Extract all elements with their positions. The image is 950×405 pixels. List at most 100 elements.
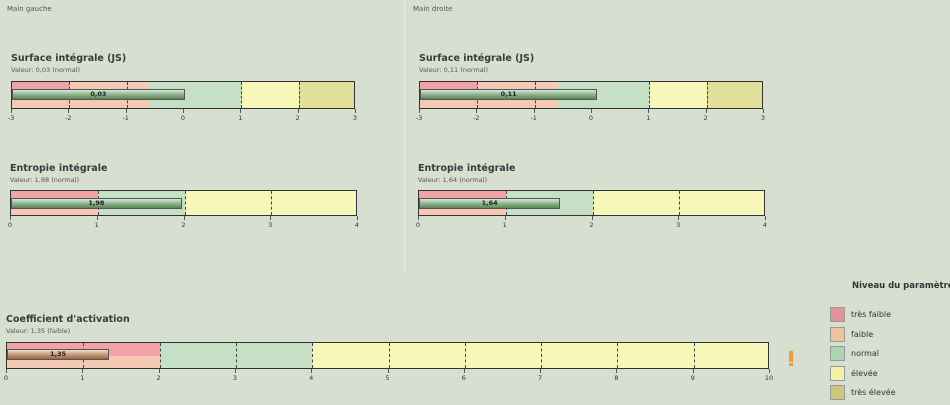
legend-label: faible: [851, 330, 874, 339]
zone-boundary: [159, 343, 161, 368]
axis-tick: [297, 109, 299, 113]
axis-tick-label: 1: [80, 374, 85, 382]
gauge-entropy-left: Entropie intégrale Valeur: 1,98 (normal) 1…: [7, 163, 360, 236]
axis-tick-label: 2: [156, 374, 161, 382]
axis-tick: [234, 369, 236, 373]
gauge-value-text: Valeur: 1,35 (faible): [6, 327, 71, 335]
axis-tick-label: 2: [181, 221, 186, 229]
axis-tick: [692, 369, 694, 373]
axis-tick-label: 4: [762, 221, 768, 229]
gauge-title: Entropie intégrale: [10, 163, 108, 174]
axis-tick: [476, 109, 478, 113]
axis-tick: [158, 369, 160, 373]
axis-tick: [678, 216, 680, 220]
legend-label: élevée: [851, 369, 878, 378]
legend-swatch: [830, 307, 845, 322]
axis-tick-label: 1: [238, 114, 243, 122]
axis-tick: [419, 109, 420, 113]
zone-high: [592, 191, 764, 215]
axis-tick-label: 8: [614, 374, 619, 382]
axis-tick-label: 1: [646, 114, 651, 122]
axis-tick-label: 10: [764, 374, 774, 382]
axis-tick-label: 4: [354, 221, 360, 229]
axis-tick-label: -2: [473, 114, 480, 122]
legend-label: très élevée: [851, 388, 896, 397]
axis-tick: [463, 369, 465, 373]
axis-tick: [82, 369, 84, 373]
zone-boundary: [649, 82, 651, 108]
axis-tick-label: 3: [232, 374, 237, 382]
axis-tick-label: -1: [122, 114, 129, 122]
gauge-value-bar: 1,64: [419, 198, 561, 209]
axis-tick: [591, 216, 593, 220]
zone-high: [241, 82, 299, 108]
grid-line: [271, 191, 273, 215]
gauge-value-text: Valeur: 0,03 (normal): [11, 66, 81, 74]
gauge-title: Surface intégrale (JS): [11, 53, 127, 64]
grid-line: [679, 191, 681, 215]
gauge-value-bar: 1,98: [11, 198, 182, 209]
zone-high: [649, 82, 707, 108]
gauge-title: Entropie intégrale: [418, 163, 516, 174]
grid-line: [388, 343, 390, 368]
axis-tick: [648, 109, 650, 113]
axis-tick: [10, 216, 11, 220]
legend-swatch: [830, 385, 845, 400]
grid-line: [693, 343, 695, 368]
axis-tick: [763, 109, 764, 113]
axis-tick: [240, 109, 242, 113]
axis-tick: [357, 216, 358, 220]
axis-tick: [183, 216, 185, 220]
grid-line: [464, 343, 466, 368]
axis-tick-label: 6: [461, 374, 466, 382]
zone-boundary: [592, 191, 594, 215]
panel-label-left: Main gauche: [7, 5, 52, 13]
gauge-value-text: Valeur: 0,11 (normal): [419, 66, 489, 74]
grid-line: [541, 343, 543, 368]
zone-boundary: [241, 82, 243, 108]
panel-divider: [404, 0, 405, 272]
axis-tick: [355, 109, 356, 113]
gauge-value-text: Valeur: 1,98 (normal): [10, 176, 80, 184]
legend-swatch: [830, 366, 845, 381]
axis-tick-label: -3: [415, 114, 423, 122]
gauge-surface-right: Surface intégrale (JS) Valeur: 0,11 (norm…: [415, 53, 766, 129]
axis-tick-label: 0: [588, 114, 594, 122]
legend-swatch: [830, 346, 845, 361]
legend-title: Niveau du paramètre :: [852, 281, 950, 291]
axis-tick-label: 4: [309, 374, 314, 382]
axis-tick-label: 0: [180, 114, 186, 122]
axis-tick: [705, 109, 707, 113]
axis-tick-label: 2: [703, 114, 708, 122]
axis-tick-label: 3: [268, 221, 273, 229]
grid-line: [235, 343, 237, 368]
axis-tick: [11, 109, 12, 113]
axis-tick-label: -1: [530, 114, 537, 122]
axis-tick-label: 7: [538, 374, 543, 382]
axis-tick-label: 1: [502, 221, 507, 229]
gauge-value-bar: 0,11: [420, 89, 598, 100]
axis-tick: [68, 109, 70, 113]
axis-tick: [591, 109, 592, 113]
axis-tick: [387, 369, 389, 373]
zone-boundary: [298, 82, 300, 108]
legend-label: normal: [851, 349, 880, 358]
grid-line: [617, 343, 619, 368]
gauge-surface-left: Surface intégrale (JS) Valeur: 0,03 (norm…: [7, 53, 357, 129]
axis-tick: [183, 109, 184, 113]
axis-tick: [540, 369, 542, 373]
axis-tick: [616, 369, 618, 373]
axis-tick-label: 0: [7, 221, 13, 229]
axis-tick-label: 3: [760, 114, 766, 122]
gauge-value-text: Valeur: 1,64 (normal): [418, 176, 488, 184]
axis-tick: [6, 369, 7, 373]
axis-tick-label: -2: [65, 114, 72, 122]
zone-boundary: [184, 191, 186, 215]
gauge-title: Surface intégrale (JS): [419, 53, 535, 64]
axis-tick: [125, 109, 127, 113]
axis-tick: [96, 216, 98, 220]
axis-tick-label: -3: [7, 114, 15, 122]
axis-tick: [418, 216, 419, 220]
zone-boundary: [706, 82, 708, 108]
axis-tick-label: 3: [676, 221, 681, 229]
